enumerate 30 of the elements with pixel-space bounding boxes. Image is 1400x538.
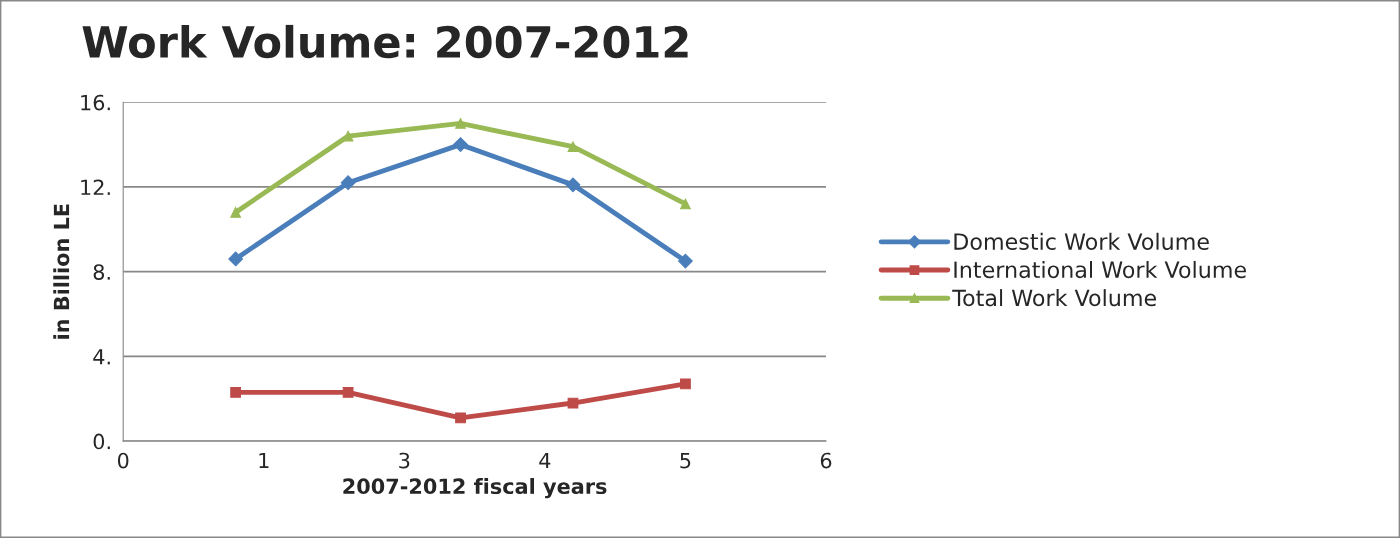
point (680, 198, 691, 210)
x-tick-label: 4 (539, 452, 551, 469)
point (680, 378, 691, 390)
point (342, 387, 354, 398)
y-axis-title: in Billion LE (53, 204, 70, 339)
y-tick-label: 4. (93, 349, 110, 365)
chart-title: Work Volume: 2007-2012 (82, 24, 688, 59)
legend-label: Domestic Work Volume (954, 232, 1209, 250)
point (565, 177, 581, 193)
legend-label: Total Work Volume (952, 289, 1157, 307)
y-tick-label: 16. (81, 94, 110, 111)
y-tick-label: 8. (93, 264, 110, 280)
point (567, 141, 579, 153)
point (230, 206, 242, 218)
legend-label: International Work Volume (954, 260, 1246, 279)
point (228, 251, 244, 267)
point (455, 412, 466, 424)
point (678, 253, 693, 269)
x-axis-title: 2007-2012 fiscal years (343, 477, 607, 499)
point (455, 118, 466, 129)
point (340, 175, 356, 191)
x-tick-label: 0 (117, 452, 129, 469)
point (230, 387, 242, 398)
point (453, 137, 468, 152)
x-tick-label: 1 (259, 452, 269, 469)
x-tick-label: 3 (399, 452, 410, 469)
x-tick-label: 5 (680, 452, 691, 469)
y-tick-label: 0. (93, 433, 110, 450)
x-tick-label: 6 (820, 452, 832, 469)
y-tick-label: 12. (81, 179, 110, 195)
